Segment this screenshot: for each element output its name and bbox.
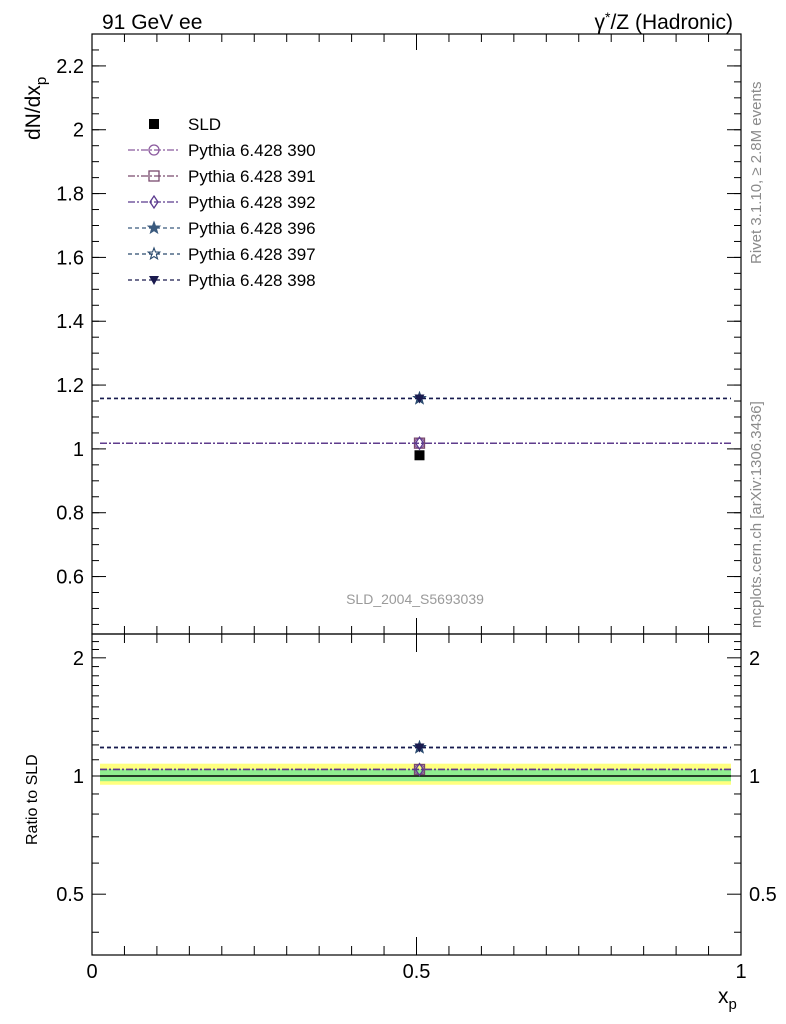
rivet-label: Rivet 3.1.10, ≥ 2.8M events [748, 82, 765, 265]
legend-label-0: Pythia 6.428 390 [188, 141, 316, 160]
legend-label-1: Pythia 6.428 391 [188, 167, 316, 186]
legend-marker-1 [148, 170, 160, 182]
watermark-label: SLD_2004_S5693039 [346, 591, 484, 607]
legend-label-4: Pythia 6.428 397 [188, 245, 316, 264]
ratio-y-tick-label-right: 0.5 [749, 884, 777, 906]
main-y-tick-label: 2.2 [56, 56, 84, 78]
main-panel: 0.6 0.8 1 1.2 1.4 1.6 1.8 2 2.2 [56, 33, 742, 635]
main-y-axis-label: dN/dxp [22, 77, 50, 140]
legend-marker-2 [149, 194, 159, 210]
legend-marker-0 [148, 144, 160, 156]
legend-marker-4 [146, 246, 162, 261]
header-left-label: 91 GeV ee [102, 11, 202, 34]
mc-marker-5 [414, 394, 425, 404]
ratio-y-tick-label: 2 [73, 648, 84, 670]
x-tick-label: 0 [86, 961, 97, 983]
main-y-tick-label: 1.2 [56, 375, 84, 397]
main-y-tick-label: 2 [73, 120, 84, 142]
main-y-tick-label: 0.8 [56, 503, 84, 525]
x-axis-label: xp [718, 985, 737, 1013]
ratio-y-axis-label: Ratio to SLD [24, 754, 41, 845]
ratio-mc-marker-2 [414, 762, 425, 777]
header-right-label: γ*/Z (Hadronic) [595, 9, 733, 34]
sld-data-point [414, 450, 425, 461]
x-tick-label: 0.5 [403, 961, 431, 983]
legend-label-3: Pythia 6.428 396 [188, 219, 316, 238]
legend-label-2: Pythia 6.428 392 [188, 193, 316, 212]
legend-marker-3 [146, 220, 162, 235]
legend: SLD Pythia 6.428 390 Pythia 6.428 391 Pythi… [128, 115, 316, 290]
ratio-panel: 0.5 0.5 1 1 2 2 0 0.5 1 [56, 633, 777, 983]
legend-label-sld: SLD [188, 115, 221, 134]
ratio-y-tick-label: 0.5 [56, 884, 84, 906]
ratio-frame [91, 633, 742, 956]
ratio-band-1 [100, 769, 731, 782]
legend-label-5: Pythia 6.428 398 [188, 271, 316, 290]
ratio-y-tick-label-right: 2 [749, 648, 760, 670]
main-y-tick-label: 1.6 [56, 247, 84, 269]
ratio-mc-marker-5 [414, 743, 425, 753]
main-y-tick-label: 1 [73, 439, 84, 461]
mcplots-label: mcplots.cern.ch [arXiv:1306.3436] [748, 401, 765, 628]
legend-marker-5 [149, 276, 159, 285]
ratio-y-tick-label-right: 1 [749, 766, 760, 788]
main-y-tick-label: 0.6 [56, 567, 84, 589]
ratio-y-tick-label: 1 [73, 766, 84, 788]
main-y-tick-label: 1.8 [56, 184, 84, 206]
main-y-tick-label: 1.4 [56, 311, 84, 333]
x-tick-label: 1 [735, 961, 746, 983]
mc-marker-2 [414, 435, 425, 451]
legend-marker-sld [149, 119, 159, 129]
